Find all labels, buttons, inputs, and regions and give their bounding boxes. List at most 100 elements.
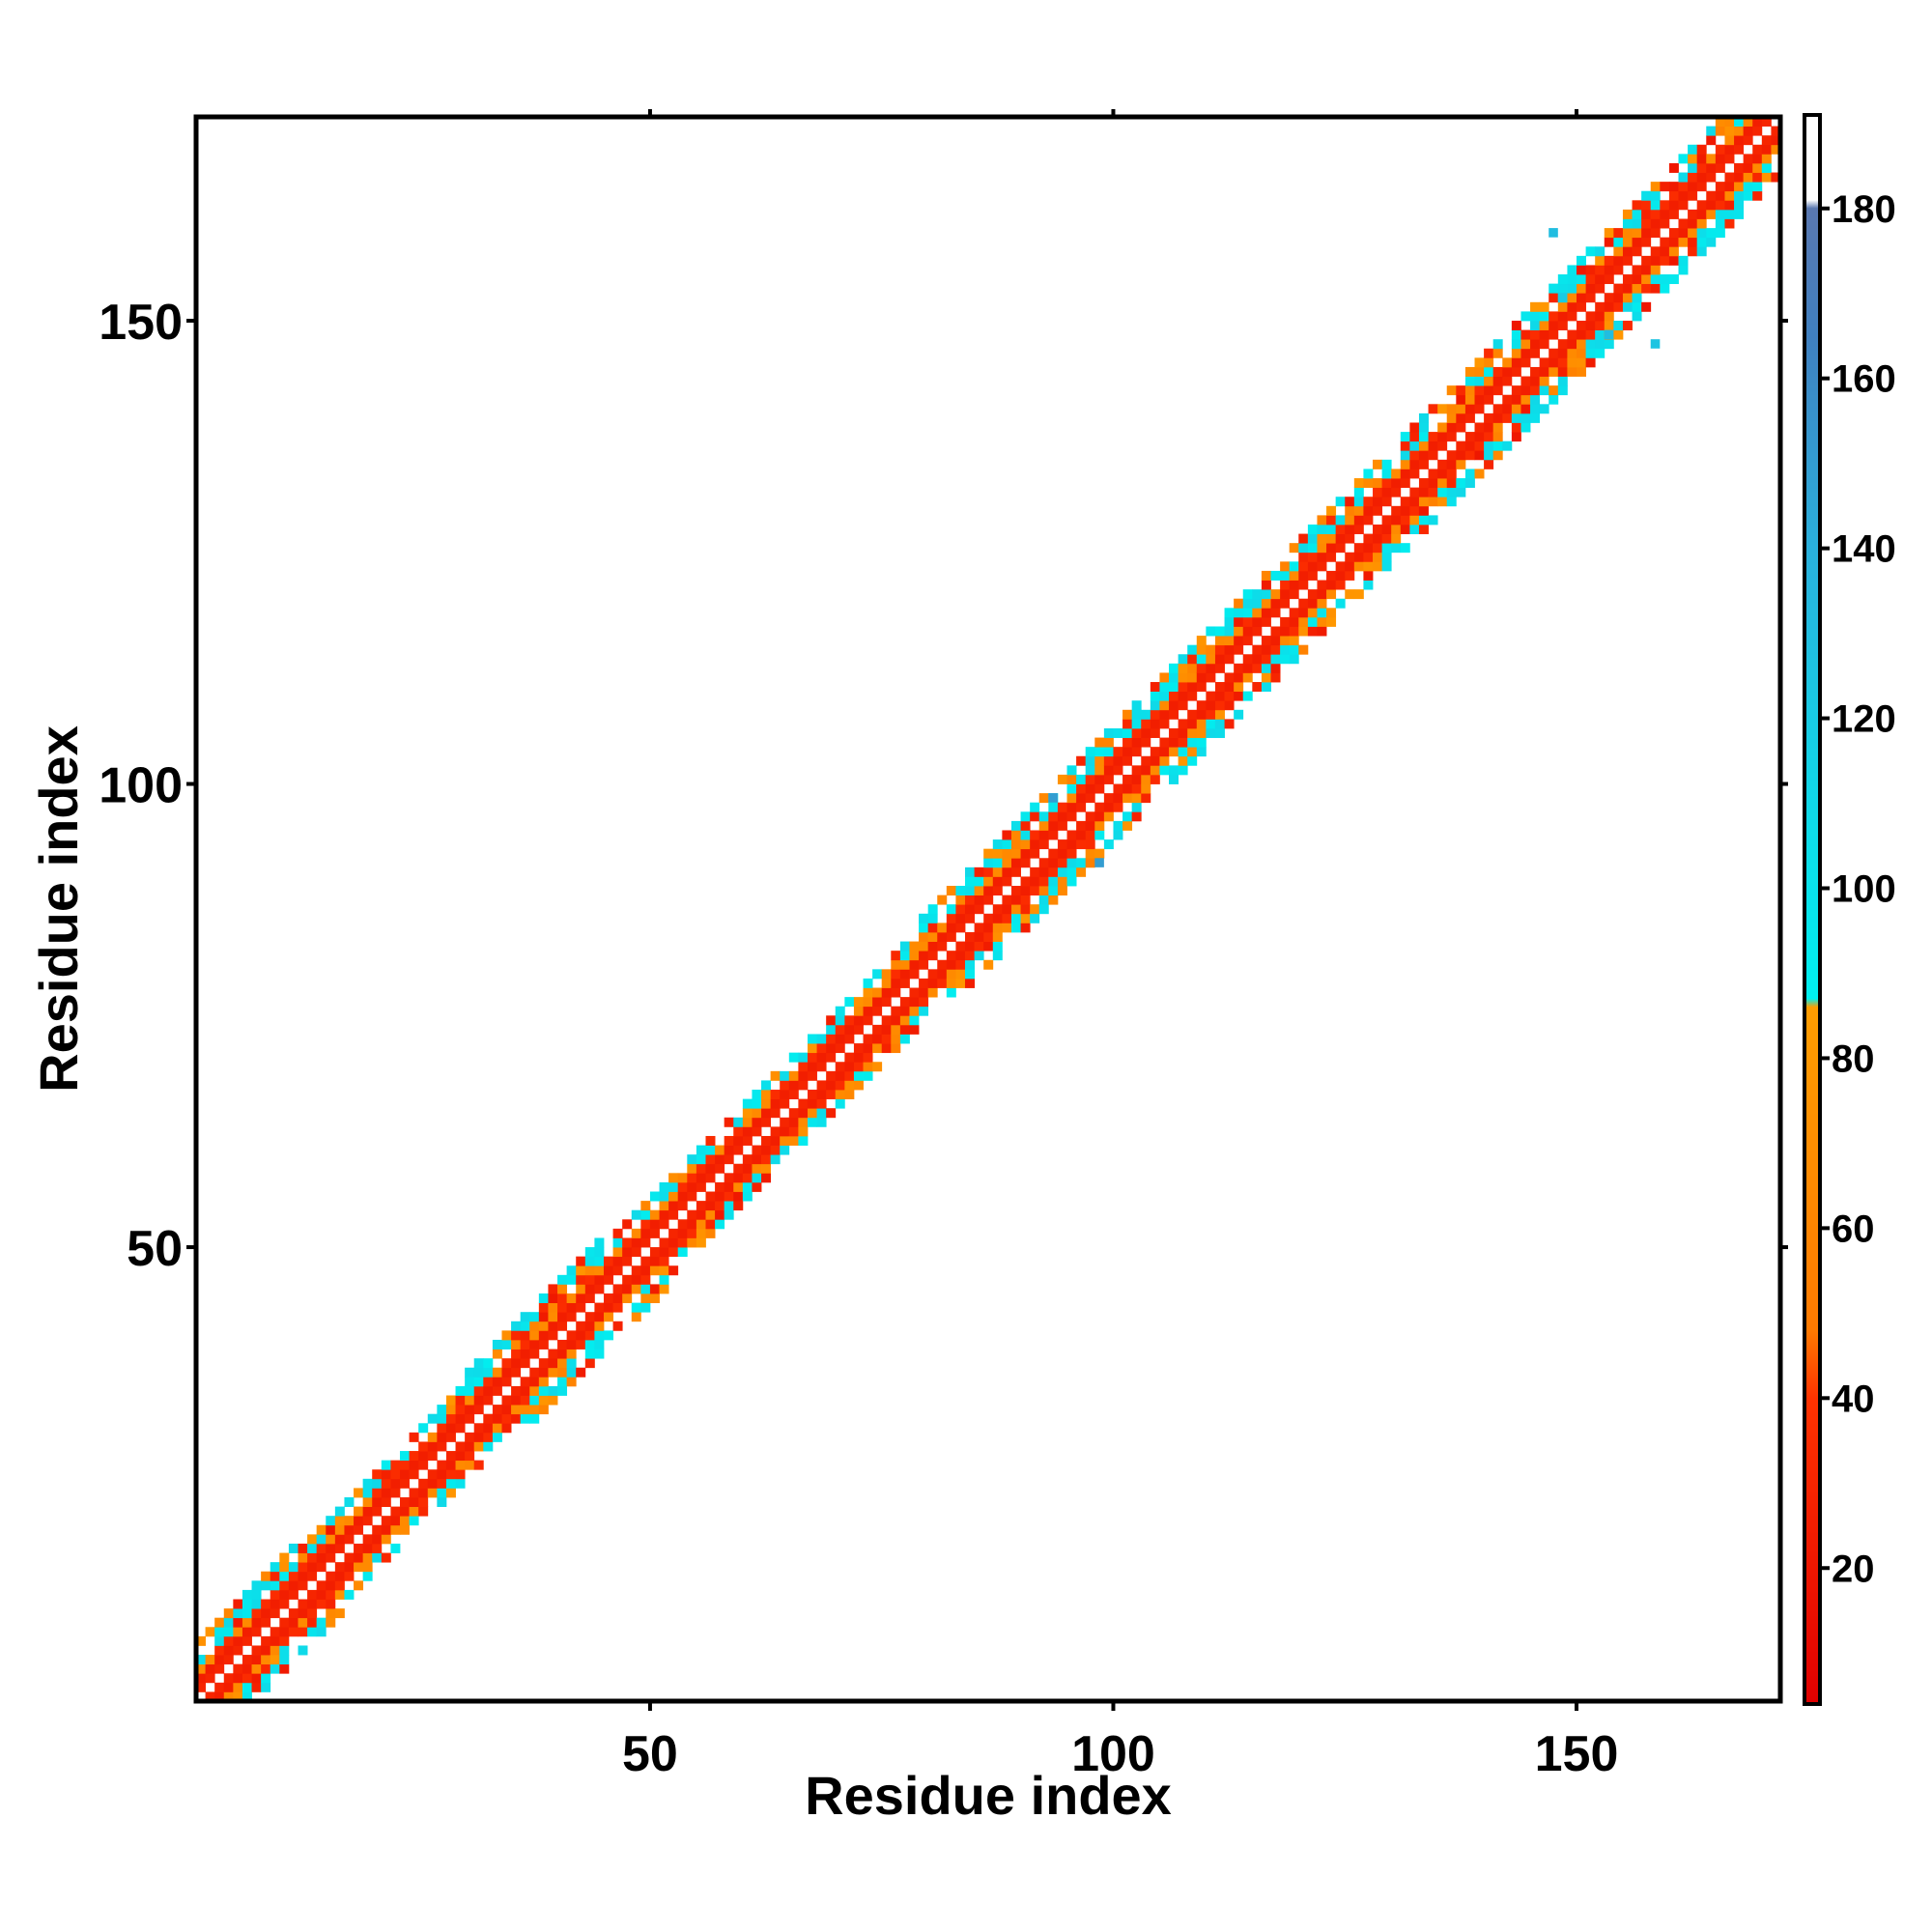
heatmap-cell xyxy=(909,1006,920,1016)
heatmap-cell xyxy=(798,1080,809,1091)
heatmap-cell xyxy=(251,1627,262,1637)
heatmap-cell xyxy=(1307,598,1318,609)
heatmap-cell xyxy=(473,1423,484,1434)
heatmap-cell xyxy=(520,1330,530,1341)
heatmap-cell xyxy=(1002,830,1012,840)
heatmap-cell xyxy=(1030,876,1040,887)
heatmap-cell xyxy=(1539,357,1549,368)
heatmap-cell xyxy=(529,1330,540,1341)
heatmap-cell xyxy=(1734,126,1745,136)
heatmap-cell xyxy=(1187,644,1198,655)
heatmap-cell xyxy=(1456,459,1466,469)
heatmap-cell xyxy=(334,1562,345,1573)
heatmap-cell xyxy=(584,1256,595,1266)
heatmap-cell xyxy=(1660,209,1670,219)
heatmap-cell xyxy=(1002,895,1012,905)
heatmap-cell xyxy=(381,1552,391,1563)
heatmap-cell xyxy=(1456,412,1466,423)
heatmap-cell xyxy=(992,923,1003,933)
heatmap-cell xyxy=(955,969,966,980)
heatmap-cell xyxy=(1159,719,1170,729)
heatmap-cell xyxy=(631,1228,641,1238)
heatmap-cell xyxy=(576,1293,586,1303)
heatmap-cell xyxy=(1353,515,1364,526)
heatmap-cell xyxy=(677,1201,688,1211)
heatmap-cell xyxy=(1678,182,1689,192)
heatmap-cell xyxy=(465,1441,475,1452)
heatmap-cell xyxy=(1196,727,1207,738)
heatmap-cell xyxy=(826,1034,837,1044)
heatmap-cell xyxy=(1530,366,1541,377)
heatmap-cell xyxy=(1326,589,1337,600)
heatmap-cell xyxy=(251,1580,262,1591)
heatmap-cell xyxy=(492,1339,502,1350)
heatmap-cell xyxy=(520,1377,530,1387)
colorbar-tick-label: 60 xyxy=(1832,1208,1875,1250)
heatmap-cell xyxy=(899,1034,910,1044)
heatmap-cell xyxy=(1456,385,1466,396)
heatmap-cell xyxy=(1317,552,1327,562)
heatmap-cell xyxy=(1511,422,1521,433)
heatmap-cell xyxy=(640,1201,651,1211)
heatmap-cell xyxy=(752,1117,762,1127)
heatmap-cell xyxy=(1622,237,1633,247)
heatmap-cell xyxy=(1492,348,1503,358)
heatmap-cell xyxy=(798,1108,809,1119)
heatmap-cell xyxy=(1418,478,1429,489)
heatmap-cell xyxy=(1613,265,1624,275)
heatmap-cell xyxy=(863,1052,873,1063)
heatmap-cell xyxy=(381,1534,391,1545)
heatmap-cell xyxy=(584,1284,595,1294)
heatmap-cell xyxy=(566,1312,577,1322)
heatmap-cell xyxy=(844,1034,855,1044)
heatmap-cell xyxy=(1668,200,1679,211)
heatmap-cell xyxy=(1464,394,1475,405)
heatmap-cell xyxy=(538,1339,549,1350)
heatmap-cell xyxy=(1613,329,1624,340)
heatmap-cell xyxy=(807,1098,817,1109)
heatmap-cell xyxy=(1595,311,1605,322)
heatmap-cell xyxy=(1298,616,1309,627)
heatmap-cell xyxy=(1131,700,1142,711)
heatmap-cell xyxy=(826,1108,837,1119)
heatmap-cell xyxy=(1178,727,1188,738)
heatmap-cell xyxy=(1020,839,1031,850)
heatmap-cell xyxy=(584,1265,595,1276)
heatmap-cell xyxy=(1650,246,1661,257)
heatmap-cell xyxy=(399,1516,410,1526)
heatmap-cell xyxy=(1020,895,1031,905)
heatmap-cell xyxy=(937,959,948,970)
heatmap-cell xyxy=(1715,117,1725,127)
heatmap-cell xyxy=(816,1117,827,1127)
heatmap-cell xyxy=(1484,450,1494,461)
heatmap-cell xyxy=(1169,700,1179,711)
heatmap-cell xyxy=(1048,802,1059,812)
heatmap-cell xyxy=(1539,301,1549,312)
heatmap-cell xyxy=(891,959,901,970)
heatmap-cell xyxy=(455,1405,466,1415)
heatmap-cell xyxy=(788,1052,799,1063)
heatmap-cell xyxy=(1066,839,1077,850)
heatmap-cell xyxy=(381,1516,391,1526)
x-tick-label: 150 xyxy=(1535,1726,1619,1782)
heatmap-cell xyxy=(1632,237,1642,247)
heatmap-cell xyxy=(1706,190,1717,201)
heatmap-cell xyxy=(1548,385,1559,396)
heatmap-cell xyxy=(1159,755,1170,766)
heatmap-cell xyxy=(1103,793,1114,804)
heatmap-cell xyxy=(1381,552,1392,562)
heatmap-cell xyxy=(501,1358,512,1369)
heatmap-cell xyxy=(1242,589,1253,600)
heatmap-cell xyxy=(576,1274,586,1285)
heatmap-cell xyxy=(1752,162,1763,173)
heatmap-cell xyxy=(316,1524,327,1535)
heatmap-cell xyxy=(1030,811,1040,822)
heatmap-cell xyxy=(937,923,948,933)
heatmap-cell xyxy=(538,1405,549,1415)
heatmap-cell xyxy=(983,959,994,970)
heatmap-cell xyxy=(1057,820,1067,831)
heatmap-cell xyxy=(418,1488,429,1498)
heatmap-cell xyxy=(1696,162,1707,173)
heatmap-cell xyxy=(891,1034,901,1044)
heatmap-cell xyxy=(1317,515,1327,526)
